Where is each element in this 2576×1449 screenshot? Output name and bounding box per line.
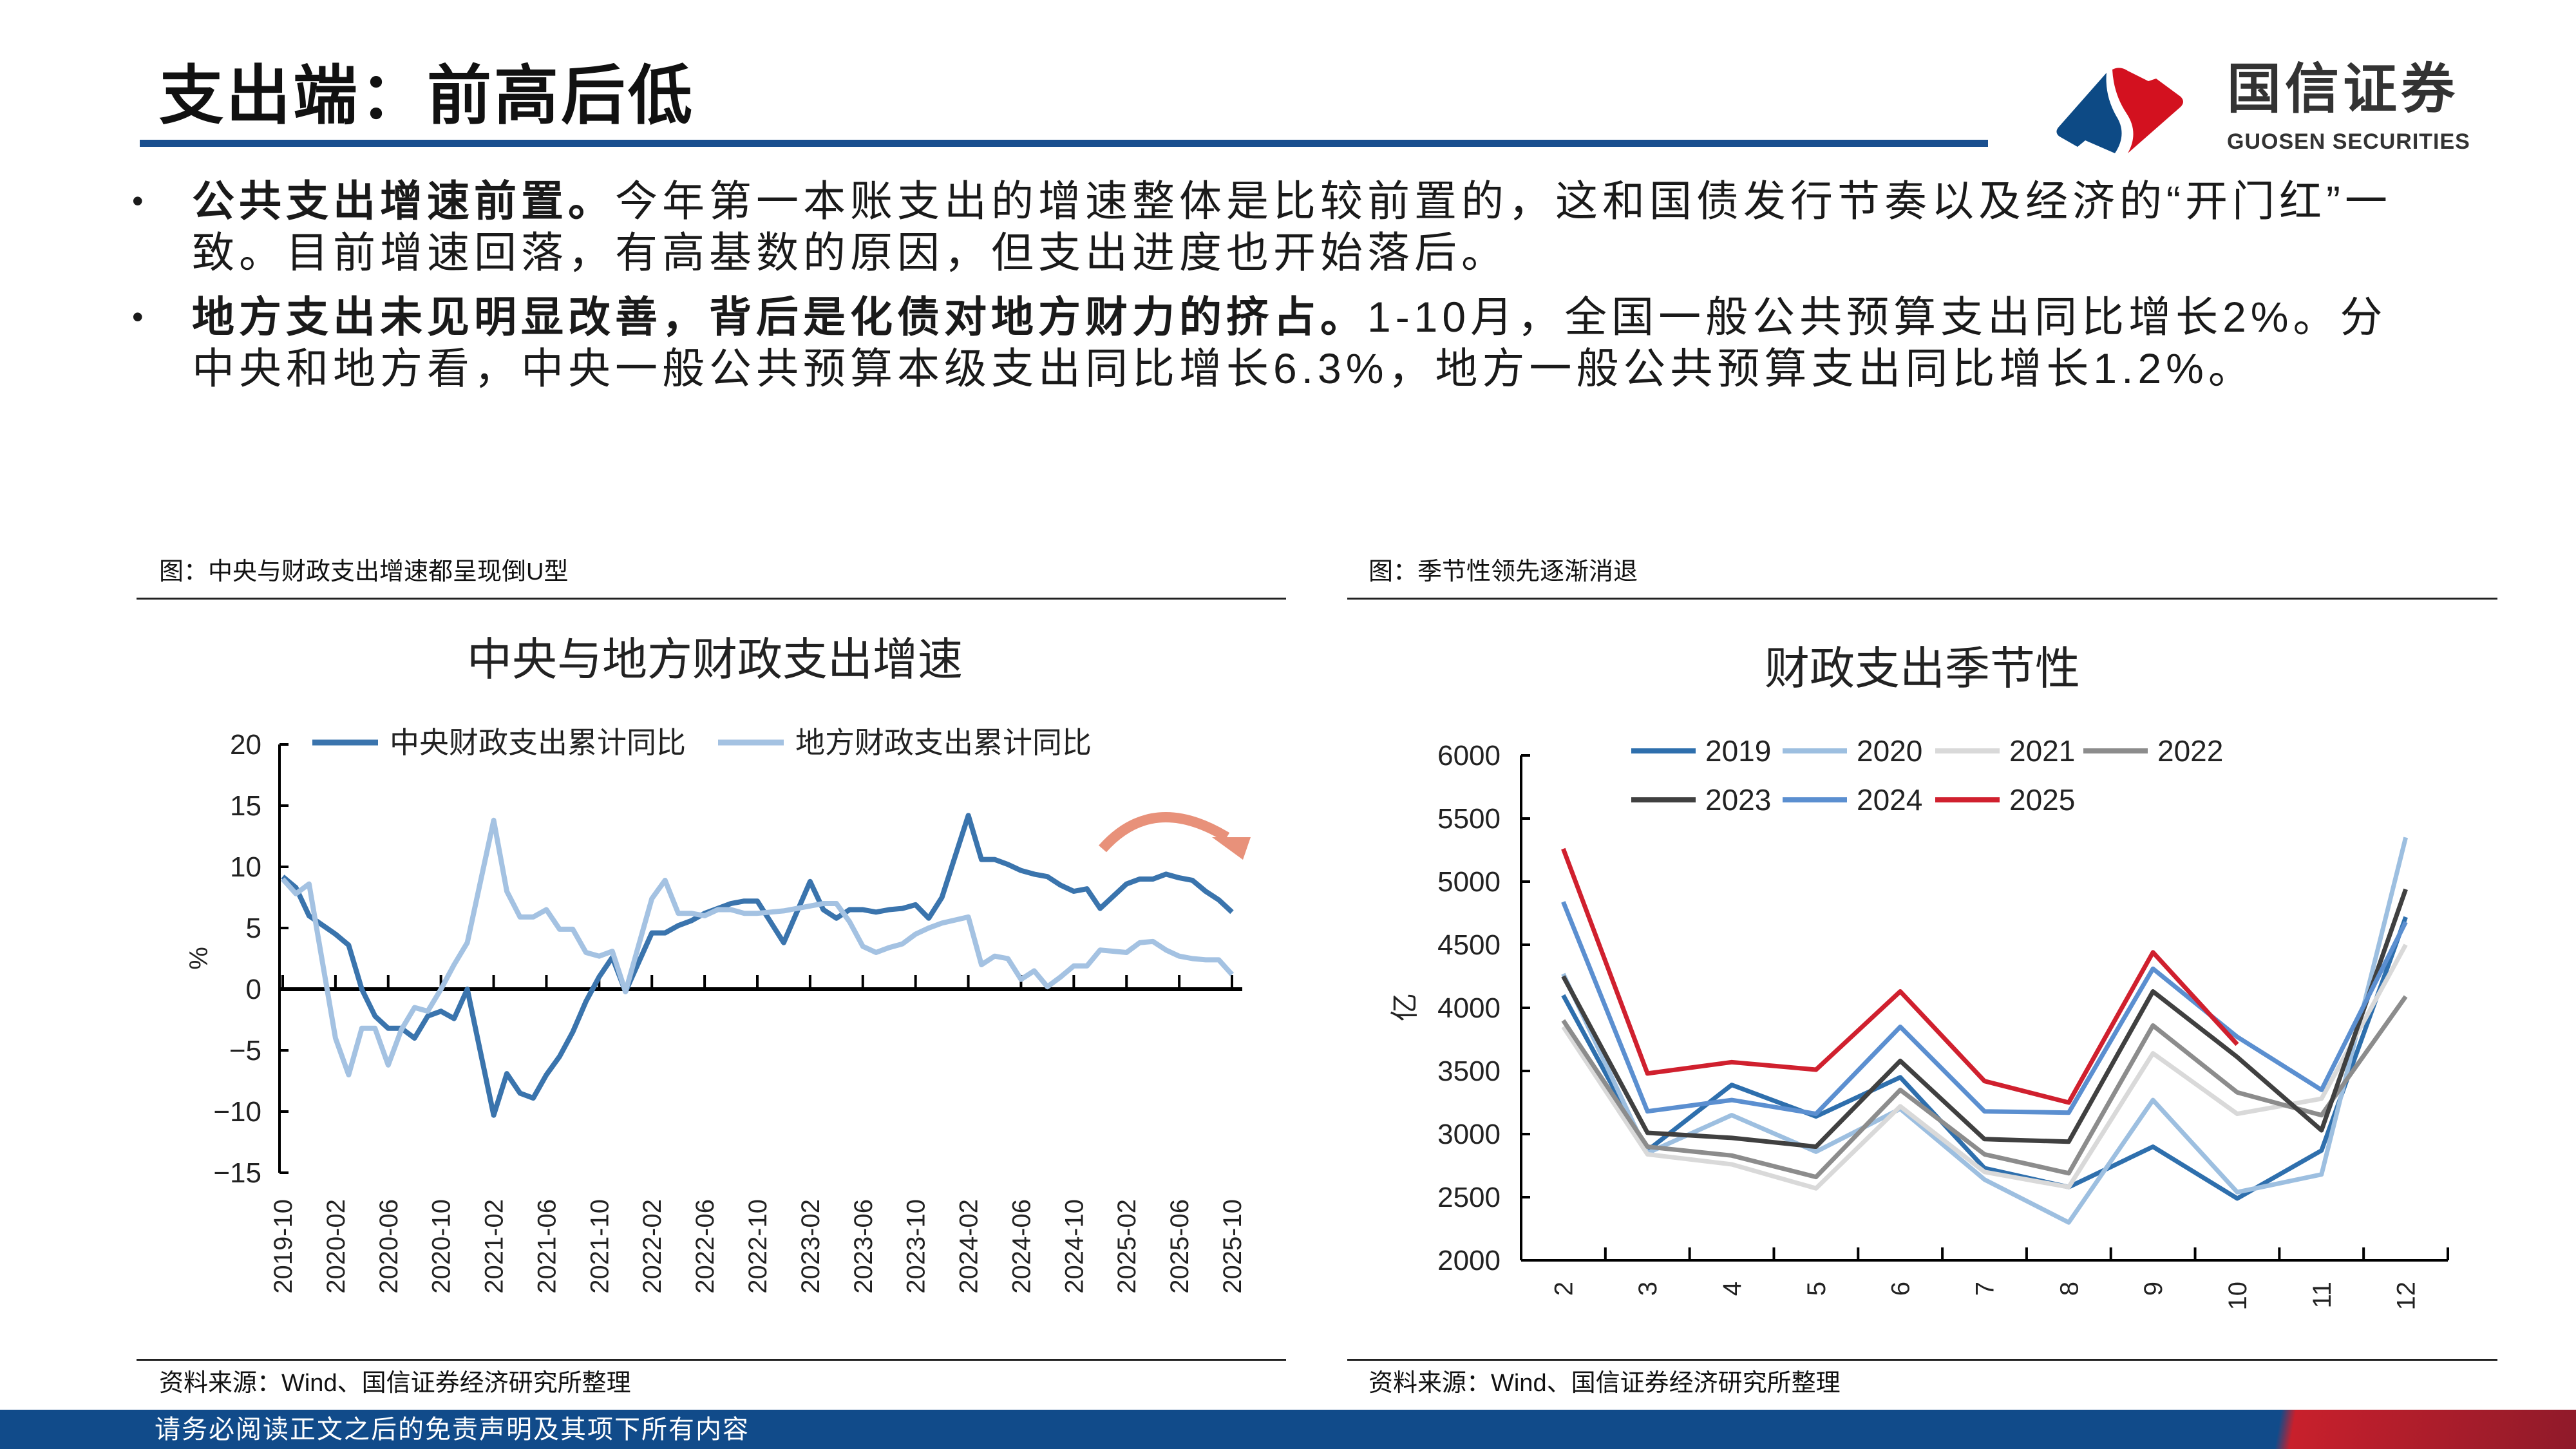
arrowhead-icon xyxy=(1212,837,1251,860)
y-tick-label: 5500 xyxy=(1437,803,1501,835)
x-tick-label: 10 xyxy=(2224,1282,2252,1311)
x-tick-label: 12 xyxy=(2392,1282,2421,1311)
x-tick-label: 8 xyxy=(2055,1282,2083,1296)
y-tick-label: 20 xyxy=(230,729,261,761)
legend-label: 2021 xyxy=(2009,734,2075,768)
x-tick-label: 9 xyxy=(2139,1282,2168,1296)
bullet-icon: • xyxy=(132,299,148,335)
legend-label: 2024 xyxy=(1857,783,1922,817)
chart-title: 中央与地方财政支出增速 xyxy=(467,634,963,685)
x-tick-label: 2023-10 xyxy=(902,1199,931,1294)
x-tick-label: 4 xyxy=(1718,1282,1747,1296)
series-line-2022 xyxy=(1561,995,2408,1180)
series-line-2025 xyxy=(1561,848,2239,1105)
y-tick-label: 2500 xyxy=(1437,1182,1501,1213)
x-tick-label: 2024-06 xyxy=(1007,1199,1036,1294)
y-tick-label: 4000 xyxy=(1437,992,1501,1024)
right-line-chart: 财政支出季节性 6000 5500 5000 4500 4000 3500 3000 2500 2… xyxy=(1389,643,2449,1311)
chart-title: 财政支出季节性 xyxy=(1765,643,2080,694)
y-tick-label: 15 xyxy=(230,790,261,822)
legend-label: 地方财政支出累计同比 xyxy=(795,726,1092,759)
series-line-local xyxy=(281,817,1234,1077)
legend-label: 2023 xyxy=(1705,783,1771,817)
legend-label: 中央财政支出累计同比 xyxy=(390,726,686,759)
x-tick-label: 2022-02 xyxy=(638,1199,667,1294)
x-tick-label: 2022-10 xyxy=(744,1199,772,1294)
right-figure-caption: 图：季节性领先逐渐消退 xyxy=(1368,558,1638,585)
bullet-text: 1-10月，全国一般公共预算支出同比增长2%。分中央和地方看，中央一般公共预算本… xyxy=(192,293,2387,392)
x-tick-label: 2023-02 xyxy=(797,1199,825,1294)
x-tick-label: 3 xyxy=(1634,1282,1662,1296)
page-title: 支出端：前高后低 xyxy=(159,60,695,132)
x-tick-label: 2023-06 xyxy=(849,1199,878,1294)
y-tick-label: 3000 xyxy=(1437,1119,1501,1150)
x-tick-label: 2021-06 xyxy=(533,1199,561,1294)
x-tick-label: 2024-10 xyxy=(1060,1199,1088,1294)
y-tick-label: 3500 xyxy=(1437,1056,1501,1087)
legend-label: 2020 xyxy=(1857,734,1922,768)
x-tick-label: 6 xyxy=(1887,1282,1915,1296)
y-axis-label: % xyxy=(185,947,213,970)
x-tick-label: 7 xyxy=(1971,1282,2000,1296)
bullet-heading: 地方支出未见明显改善，背后是化债对地方财力的挤占。 xyxy=(192,293,1367,341)
x-tick-label: 2024-02 xyxy=(955,1199,983,1294)
left-caption-rule xyxy=(137,598,1286,600)
footer-bar: 请务必阅读正文之后的免责声明及其项下所有内容 xyxy=(0,1410,2576,1449)
x-tick-label: 2025-02 xyxy=(1113,1199,1141,1294)
x-tick-label: 2 xyxy=(1549,1282,1578,1296)
y-tick-label: 0 xyxy=(246,974,261,1005)
bullet-icon: • xyxy=(132,183,148,219)
logo-text-en: GUOSEN SECURITIES xyxy=(2227,129,2470,154)
bullet-point-2: • 地方支出未见明显改善，背后是化债对地方财力的挤占。1-10月，全国一般公共预… xyxy=(132,291,2418,394)
title-divider xyxy=(140,140,1988,147)
right-source-note: 资料来源：Wind、国信证券经济研究所整理 xyxy=(1368,1370,1841,1397)
y-tick-label: 2000 xyxy=(1437,1245,1501,1276)
right-source-rule xyxy=(1347,1359,2497,1361)
bullet-point-1: • 公共支出增速前置。今年第一本账支出的增速整体是比较前置的，这和国债发行节奏以… xyxy=(132,175,2418,278)
left-figure-caption: 图：中央与财政支出增速都呈现倒U型 xyxy=(159,558,569,585)
series-line-2020 xyxy=(1561,837,2408,1225)
y-tick-label: −10 xyxy=(213,1096,261,1128)
y-tick-label: 6000 xyxy=(1437,740,1501,772)
bullet-heading: 公共支出增速前置。 xyxy=(192,177,615,225)
company-logo: 国信证券 GUOSEN SECURITIES xyxy=(2045,57,2470,160)
bullet-list: • 公共支出增速前置。今年第一本账支出的增速整体是比较前置的，这和国债发行节奏以… xyxy=(132,175,2418,394)
left-source-rule xyxy=(137,1359,1286,1361)
x-tick-label: 2022-06 xyxy=(691,1199,719,1294)
x-tick-label: 2025-06 xyxy=(1166,1199,1194,1294)
left-line-chart: 中央与地方财政支出增速 20 15 10 5 0 −5 −10 −15 2019-10 2020-0… xyxy=(185,634,1251,1294)
left-source-note: 资料来源：Wind、国信证券经济研究所整理 xyxy=(159,1370,631,1397)
y-tick-label: 10 xyxy=(230,851,261,883)
x-tick-label: 2020-06 xyxy=(375,1199,403,1294)
right-caption-rule xyxy=(1347,598,2497,600)
legend-label: 2025 xyxy=(2009,783,2075,817)
x-tick-label: 2021-10 xyxy=(585,1199,614,1294)
x-tick-label: 2025-10 xyxy=(1218,1199,1247,1294)
bullet-text: 今年第一本账支出的增速整体是比较前置的，这和国债发行节奏以及经济的“开门红”一致… xyxy=(192,177,2392,276)
y-axis-label: 亿 xyxy=(1389,993,1421,1021)
x-tick-label: 2020-02 xyxy=(322,1199,350,1294)
x-tick-label: 5 xyxy=(1803,1282,1831,1296)
x-tick-label: 11 xyxy=(2308,1282,2336,1309)
y-tick-label: 5000 xyxy=(1437,866,1501,898)
x-tick-label: 2019-10 xyxy=(269,1199,298,1294)
legend-label: 2019 xyxy=(1705,734,1771,768)
logo-mark-icon xyxy=(2056,68,2183,153)
y-tick-label: −15 xyxy=(213,1157,261,1189)
footer-accent xyxy=(2215,1410,2576,1449)
x-tick-label: 2021-02 xyxy=(480,1199,509,1294)
y-tick-label: −5 xyxy=(229,1035,261,1066)
legend-label: 2022 xyxy=(2157,734,2223,768)
y-tick-label: 4500 xyxy=(1437,929,1501,961)
curved-arrow-icon xyxy=(1099,811,1230,853)
x-tick-label: 2020-10 xyxy=(428,1199,456,1294)
footer-disclaimer: 请务必阅读正文之后的免责声明及其项下所有内容 xyxy=(155,1416,750,1444)
logo-text-cn: 国信证券 xyxy=(2227,59,2459,119)
y-tick-label: 5 xyxy=(246,913,261,944)
